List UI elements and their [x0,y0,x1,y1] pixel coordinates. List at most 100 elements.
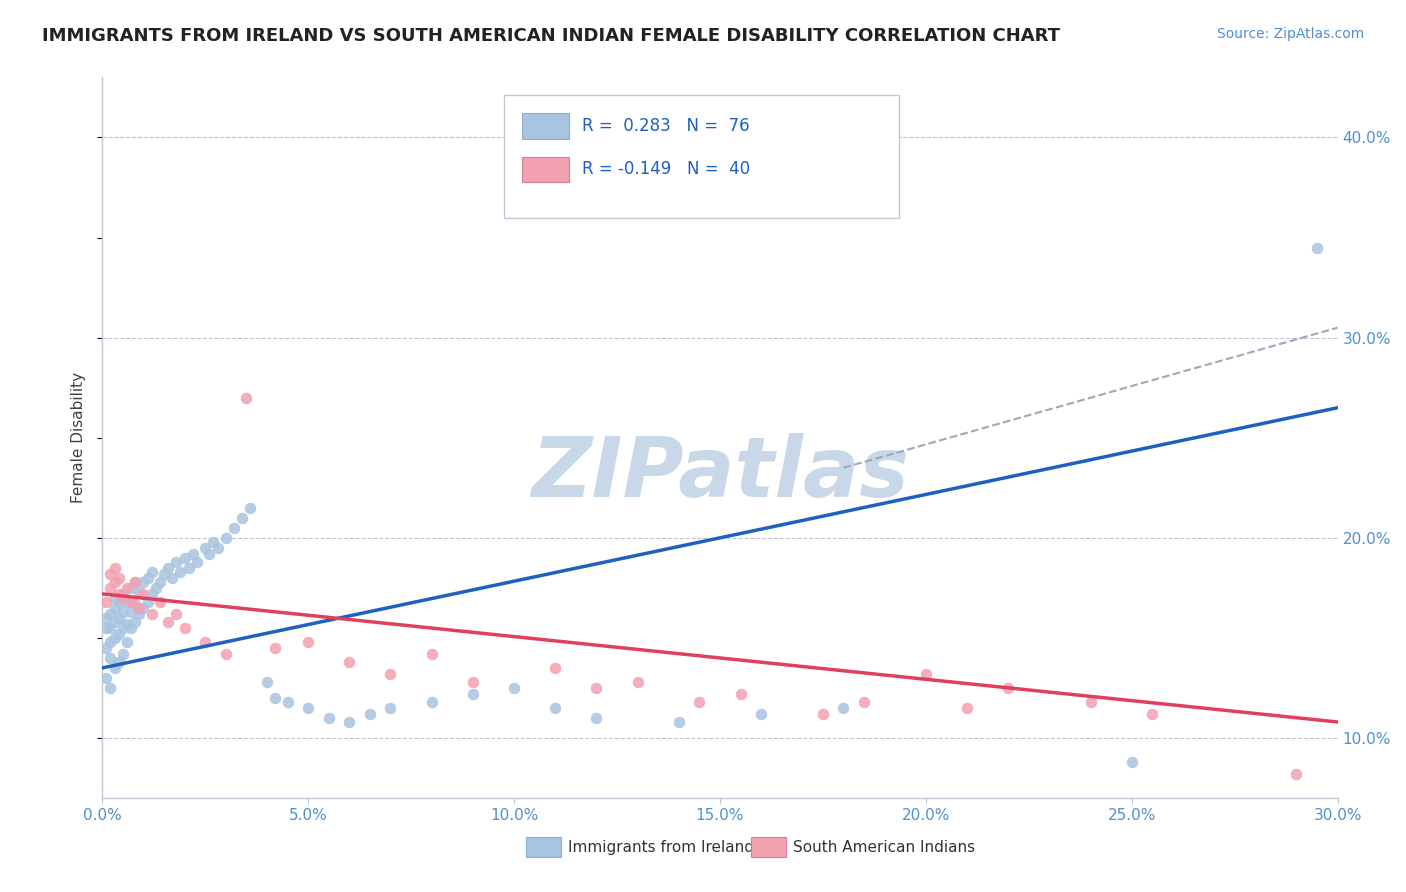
Point [461,675,484,690]
Point [730,687,752,701]
Point [215,647,238,661]
Point [111,605,134,619]
Point [96,621,118,635]
Point [239,500,262,515]
Point [120,595,142,609]
Point [256,675,278,690]
Point [420,647,443,661]
Y-axis label: Female Disability: Female Disability [72,372,86,503]
Point [100,607,122,621]
Point [96,640,118,655]
Point [231,511,253,525]
Point [100,635,122,649]
Point [160,571,183,585]
Point [149,595,172,609]
Point [276,695,298,709]
Text: Source: ZipAtlas.com: Source: ZipAtlas.com [1216,27,1364,41]
Point [297,701,319,715]
Point [420,695,443,709]
Point [115,616,138,631]
Point [207,541,229,555]
Point [1142,706,1164,721]
Point [749,706,772,721]
Point [1306,241,1329,255]
Point [173,550,195,565]
Point [165,555,187,569]
Point [997,681,1019,695]
Point [107,655,129,669]
Point [128,607,150,621]
Point [157,561,180,575]
Point [165,607,187,621]
Point [103,561,125,575]
Point [107,595,129,609]
Point [318,711,340,725]
Point [103,631,125,645]
Point [181,547,204,561]
Point [297,635,319,649]
Point [141,565,163,579]
Point [145,581,167,595]
Point [100,621,122,635]
Point [132,587,155,601]
Point [107,571,129,585]
Point [96,671,118,685]
Point [1121,755,1143,769]
Point [194,541,217,555]
Point [115,581,138,595]
Point [107,627,129,641]
Point [544,661,567,675]
Text: ZIPatlas: ZIPatlas [531,434,908,515]
FancyBboxPatch shape [522,113,569,138]
Point [380,701,402,715]
Point [337,714,360,729]
Point [120,605,142,619]
Point [544,701,567,715]
Point [128,601,150,615]
FancyBboxPatch shape [503,95,898,218]
Point [132,601,155,615]
Point [107,611,129,625]
Point [111,587,134,601]
Point [1080,695,1102,709]
Point [141,607,163,621]
Point [136,571,159,585]
Point [111,647,134,661]
Point [688,695,710,709]
Point [337,655,360,669]
Point [128,585,150,599]
Point [1285,767,1308,781]
Point [264,690,287,705]
Point [103,615,125,629]
Point [503,681,526,695]
Point [103,661,125,675]
Point [264,640,287,655]
Point [141,587,163,601]
Point [157,615,180,629]
Text: Immigrants from Ireland: Immigrants from Ireland [568,840,754,855]
Point [124,597,146,611]
Point [103,574,125,589]
Point [115,595,138,609]
FancyBboxPatch shape [522,157,569,182]
Point [124,574,146,589]
Point [107,587,129,601]
Point [853,695,876,709]
Text: R =  0.283   N =  76: R = 0.283 N = 76 [582,117,749,135]
Point [124,615,146,629]
Point [132,574,155,589]
Text: South American Indians: South American Indians [793,840,976,855]
Point [100,581,122,595]
Point [215,531,238,545]
Point [111,621,134,635]
Point [359,706,381,721]
Point [136,595,159,609]
Point [173,621,195,635]
Point [194,635,217,649]
Point [461,687,484,701]
Point [956,701,979,715]
Text: IMMIGRANTS FROM IRELAND VS SOUTH AMERICAN INDIAN FEMALE DISABILITY CORRELATION C: IMMIGRANTS FROM IRELAND VS SOUTH AMERICA… [42,27,1060,45]
Point [198,547,221,561]
Point [811,706,834,721]
Point [96,611,118,625]
